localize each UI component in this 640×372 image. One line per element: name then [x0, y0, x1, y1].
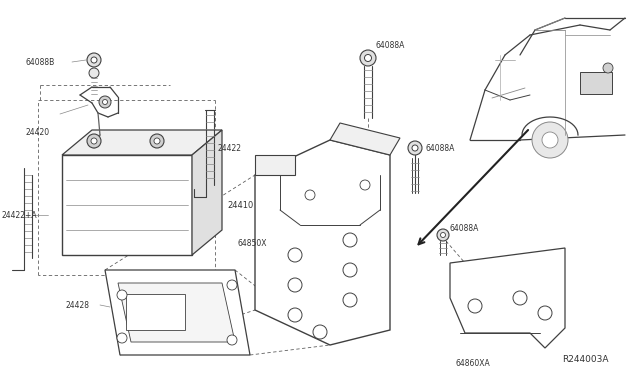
- Circle shape: [227, 335, 237, 345]
- Polygon shape: [255, 140, 390, 345]
- Text: 24420: 24420: [25, 128, 49, 137]
- Circle shape: [532, 122, 568, 158]
- Text: 64850X: 64850X: [237, 238, 266, 247]
- Circle shape: [305, 190, 315, 200]
- Circle shape: [408, 141, 422, 155]
- Circle shape: [343, 293, 357, 307]
- Text: 64088A: 64088A: [450, 224, 479, 232]
- Circle shape: [91, 138, 97, 144]
- Circle shape: [468, 299, 482, 313]
- Text: 24410: 24410: [227, 201, 253, 209]
- Circle shape: [343, 263, 357, 277]
- Polygon shape: [255, 155, 295, 175]
- Polygon shape: [450, 248, 565, 348]
- Circle shape: [360, 180, 370, 190]
- Circle shape: [117, 290, 127, 300]
- Text: R244003A: R244003A: [562, 356, 609, 365]
- Circle shape: [102, 99, 108, 105]
- Circle shape: [360, 50, 376, 66]
- Circle shape: [150, 134, 164, 148]
- Text: 24422+A: 24422+A: [2, 211, 38, 219]
- Circle shape: [288, 308, 302, 322]
- Polygon shape: [330, 123, 400, 155]
- Circle shape: [412, 145, 418, 151]
- Circle shape: [91, 57, 97, 63]
- Polygon shape: [126, 294, 185, 330]
- Text: 24422: 24422: [218, 144, 242, 153]
- Circle shape: [87, 134, 101, 148]
- Circle shape: [343, 233, 357, 247]
- Circle shape: [365, 55, 371, 61]
- Text: 24428: 24428: [66, 301, 90, 310]
- Circle shape: [288, 278, 302, 292]
- Text: 64088A: 64088A: [425, 144, 454, 153]
- Circle shape: [542, 132, 558, 148]
- Polygon shape: [105, 270, 250, 355]
- Circle shape: [288, 248, 302, 262]
- Polygon shape: [192, 130, 222, 255]
- Bar: [580, 72, 612, 94]
- Circle shape: [87, 53, 101, 67]
- Circle shape: [99, 96, 111, 108]
- Circle shape: [313, 325, 327, 339]
- Circle shape: [117, 333, 127, 343]
- Text: 64088B: 64088B: [26, 58, 55, 67]
- Polygon shape: [118, 283, 235, 342]
- Circle shape: [437, 229, 449, 241]
- Circle shape: [227, 280, 237, 290]
- Circle shape: [538, 306, 552, 320]
- Circle shape: [154, 138, 160, 144]
- Bar: [62, 155, 192, 255]
- Text: 64088A: 64088A: [375, 41, 404, 49]
- Polygon shape: [62, 130, 222, 155]
- Circle shape: [89, 68, 99, 78]
- Text: 64860XA: 64860XA: [455, 359, 490, 368]
- Circle shape: [513, 291, 527, 305]
- Circle shape: [440, 232, 445, 237]
- Circle shape: [603, 63, 613, 73]
